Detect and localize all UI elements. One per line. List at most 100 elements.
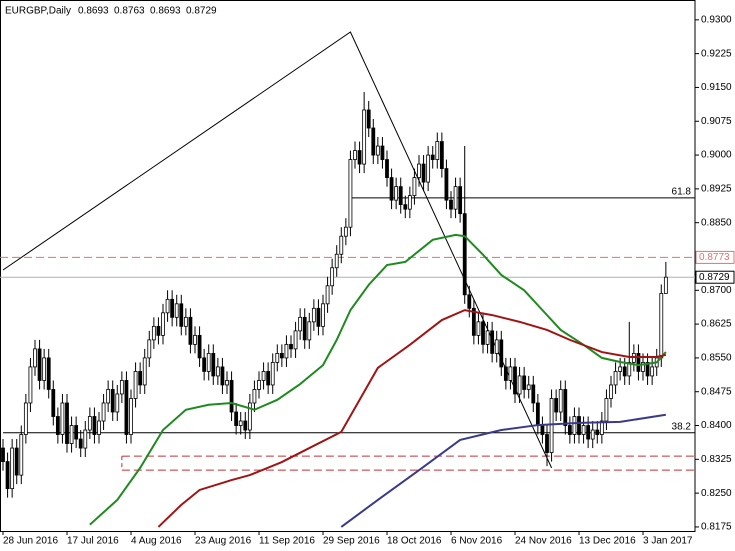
header-value: 0.8693 — [78, 6, 109, 17]
fib-label: 38.2 — [672, 421, 692, 432]
candle-body — [10, 447, 15, 490]
candle-body — [407, 195, 412, 210]
candle-body — [421, 163, 426, 183]
candle-body — [202, 357, 207, 372]
candle-body — [23, 402, 28, 435]
candle-body — [279, 352, 284, 359]
header-value: 0.8729 — [186, 6, 217, 17]
candle-body — [261, 371, 266, 381]
candle-body — [499, 339, 504, 368]
candle-body — [97, 420, 101, 435]
candle-body — [74, 425, 79, 440]
candle-body — [403, 204, 408, 210]
candle-body — [586, 425, 591, 440]
plot-frame — [0, 0, 696, 532]
candle-body — [33, 348, 37, 368]
x-tick-label: 6 Nov 2016 — [451, 536, 503, 547]
candle-body — [366, 109, 371, 129]
x-tick-label: 11 Sep 2016 — [259, 536, 315, 547]
candle-body — [599, 420, 604, 435]
candle-body — [567, 425, 572, 435]
x-tick-label: 23 Aug 2016 — [195, 536, 252, 547]
candle-body — [78, 438, 83, 449]
candle-body — [28, 366, 33, 404]
candle-body — [69, 425, 74, 444]
header-values: 0.8693 0.8763 0.8693 0.8729 — [78, 6, 217, 17]
candle-body — [609, 384, 613, 399]
bid-tag — [695, 270, 735, 284]
candle-body — [170, 298, 175, 318]
candle-body — [215, 366, 220, 377]
candle-body — [636, 352, 641, 372]
candle-body — [270, 362, 275, 386]
moving-average — [157, 309, 667, 528]
candle-body — [494, 339, 499, 354]
candle-body — [133, 371, 138, 399]
x-tick-label: 4 Aug 2016 — [131, 536, 182, 547]
candle-body — [19, 434, 24, 476]
candle-body — [604, 398, 609, 422]
candle-body — [234, 411, 239, 426]
y-tick-label: 0.8850 — [701, 217, 732, 228]
candle-body — [453, 186, 458, 210]
candle-body — [51, 389, 56, 417]
header-value: 0.8693 — [150, 6, 181, 17]
candle-body — [572, 416, 577, 435]
candle-body — [289, 343, 293, 350]
candle-body — [481, 321, 485, 345]
candle-body — [641, 362, 645, 372]
candle-body — [298, 316, 303, 332]
y-tick-label: 0.8625 — [701, 319, 732, 330]
candle-body — [590, 429, 595, 440]
candle-body — [220, 366, 225, 386]
candle-body — [37, 348, 42, 381]
candle-body — [193, 334, 197, 345]
y-tick-label: 0.8925 — [701, 184, 732, 195]
candle-body — [293, 330, 298, 350]
candle-body — [316, 307, 321, 327]
candle-body — [389, 177, 394, 201]
candle-body — [110, 389, 115, 413]
y-tick-label: 0.9000 — [701, 150, 732, 161]
candle-body — [485, 330, 490, 345]
candle-body — [119, 380, 124, 395]
candle-body — [147, 339, 152, 359]
x-tick-label: 28 Jun 2016 — [3, 536, 58, 547]
candle-body — [243, 420, 248, 431]
candle-body — [545, 434, 549, 453]
candle-body — [5, 461, 10, 490]
candle-body — [138, 371, 143, 386]
candle-body — [179, 303, 184, 327]
candle-body — [549, 398, 554, 453]
candle-body — [385, 159, 389, 179]
candle-body — [508, 366, 513, 381]
candle-body — [339, 235, 344, 255]
candle-body — [618, 366, 623, 372]
candle-body — [613, 371, 618, 386]
candle-body — [476, 321, 481, 336]
candle-body — [380, 145, 385, 160]
candle-body — [87, 416, 92, 431]
candle-body — [439, 141, 444, 169]
candle-body — [14, 447, 19, 476]
candle-body — [302, 316, 307, 341]
candle-body — [142, 357, 147, 386]
candle-body — [55, 416, 60, 435]
candle-body — [83, 429, 88, 449]
candle-body — [595, 429, 600, 435]
candle-body — [503, 366, 508, 381]
candle-body — [129, 398, 133, 435]
candle-body — [577, 416, 581, 435]
candle-body — [321, 303, 325, 327]
candle-body — [417, 163, 421, 179]
candle-body — [92, 416, 97, 435]
candle-body — [540, 425, 545, 435]
candle-body — [307, 321, 312, 341]
candle-body — [65, 402, 69, 444]
candle-body — [458, 186, 463, 215]
x-tick-label: 17 Jul 2016 — [67, 536, 119, 547]
candle-body — [124, 380, 129, 435]
candle-body — [371, 127, 376, 156]
candle-body — [353, 150, 357, 160]
